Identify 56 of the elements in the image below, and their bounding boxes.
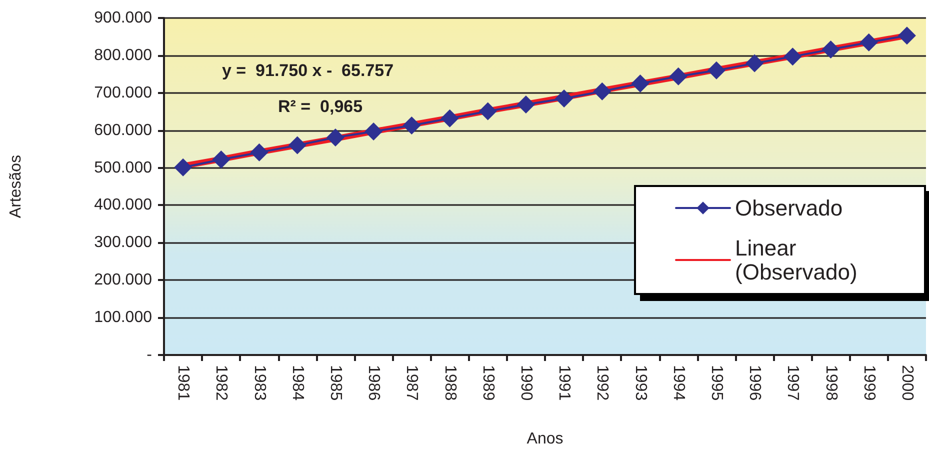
x-tick-label: 1981 bbox=[174, 365, 192, 401]
y-tick-label: 500.000 bbox=[94, 159, 152, 176]
point bbox=[478, 102, 497, 120]
point bbox=[784, 48, 802, 66]
x-tick-label: 1987 bbox=[403, 365, 420, 401]
point bbox=[288, 136, 306, 154]
x-tick-label: 1996 bbox=[746, 365, 764, 401]
annotation: R² = 0,965 bbox=[278, 97, 363, 116]
y-tick-label: 800.000 bbox=[94, 46, 152, 64]
legend-label: Linear (Observado) bbox=[735, 236, 858, 284]
point bbox=[516, 95, 535, 114]
x-tick-label: 1989 bbox=[479, 365, 496, 401]
y-tick-label: 200.000 bbox=[94, 272, 152, 289]
x-tick-label: 1985 bbox=[326, 365, 344, 401]
x-axis-title: Anos bbox=[526, 430, 564, 448]
point bbox=[822, 40, 840, 58]
y-axis-title: Artesãos bbox=[8, 154, 24, 218]
point bbox=[440, 109, 459, 128]
point bbox=[631, 74, 650, 93]
x-tick-label: 1995 bbox=[708, 365, 725, 401]
point bbox=[669, 67, 688, 86]
x-tick-label: 1999 bbox=[860, 365, 878, 401]
x-tick-label: 1984 bbox=[288, 365, 306, 401]
x-tick-label: 1982 bbox=[212, 365, 230, 401]
y-tick-label: - bbox=[146, 346, 152, 364]
x-tick-label: 1998 bbox=[822, 365, 840, 401]
x-tick-label: 1993 bbox=[632, 365, 649, 401]
point bbox=[746, 54, 764, 72]
x-tick-label: 1988 bbox=[441, 365, 458, 401]
point bbox=[212, 150, 230, 169]
point bbox=[898, 26, 916, 45]
y-tick-label: 400.000 bbox=[94, 196, 152, 214]
x-tick-label: 1986 bbox=[365, 365, 382, 401]
annotation: y = 91.750 x - 65.757 bbox=[222, 61, 394, 80]
point bbox=[707, 61, 726, 80]
y-tick-label: 900.000 bbox=[94, 10, 152, 26]
y-tick-label: 300.000 bbox=[94, 234, 152, 252]
point bbox=[326, 128, 344, 146]
y-tick-label: 600.000 bbox=[94, 122, 152, 139]
point bbox=[402, 116, 421, 134]
x-tick-label: 1990 bbox=[517, 365, 534, 401]
x-tick-label: 2000 bbox=[898, 365, 916, 401]
point bbox=[593, 82, 612, 100]
x-tick-label: 1983 bbox=[250, 365, 268, 401]
y-tick-label: 100.000 bbox=[94, 309, 152, 326]
x-tick-label: 1991 bbox=[556, 365, 573, 401]
x-tick-label: 1992 bbox=[594, 365, 611, 401]
x-tick-label: 1994 bbox=[670, 365, 687, 401]
point bbox=[555, 90, 574, 108]
point bbox=[860, 33, 878, 52]
y-tick-label: 700.000 bbox=[94, 84, 152, 102]
point bbox=[364, 122, 383, 140]
x-tick-label: 1997 bbox=[784, 365, 802, 401]
point bbox=[250, 143, 268, 162]
point bbox=[174, 158, 192, 176]
legend-label: Observado bbox=[735, 196, 843, 220]
